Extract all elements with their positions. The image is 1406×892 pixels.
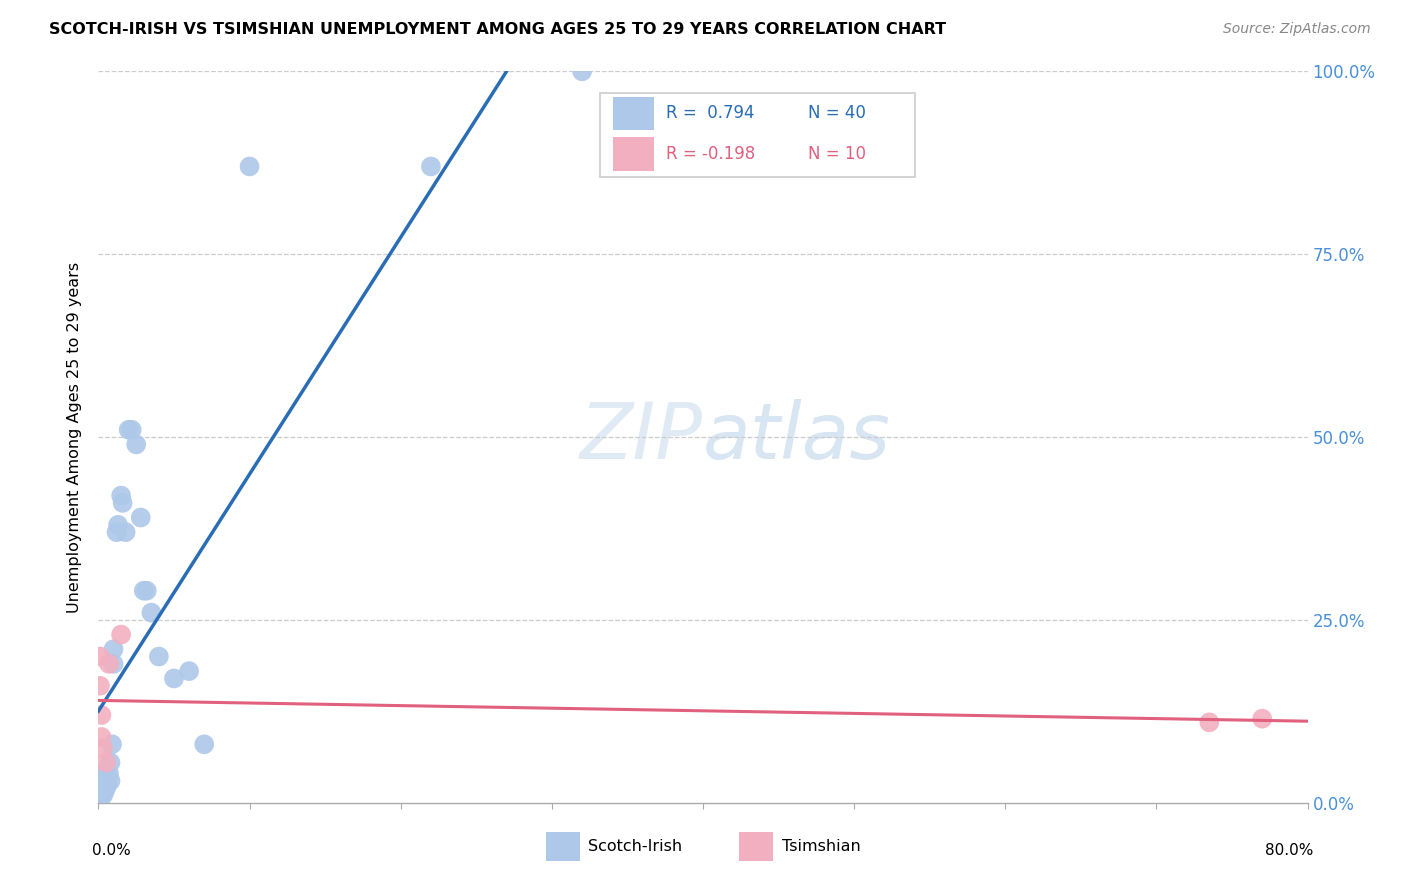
FancyBboxPatch shape	[546, 832, 579, 862]
Point	[132, 583, 155, 598]
Point	[101, 737, 124, 751]
Point	[91, 740, 114, 755]
Point	[93, 770, 115, 784]
Text: Scotch-Irish: Scotch-Irish	[588, 839, 682, 855]
Point	[193, 737, 215, 751]
Point	[163, 672, 186, 686]
Point	[420, 160, 443, 174]
Point	[135, 583, 157, 598]
Point	[89, 649, 111, 664]
Point	[94, 773, 117, 788]
Text: 0.0%: 0.0%	[93, 843, 131, 858]
Point	[111, 496, 134, 510]
Point	[90, 782, 112, 797]
Text: SCOTCH-IRISH VS TSIMSHIAN UNEMPLOYMENT AMONG AGES 25 TO 29 YEARS CORRELATION CHA: SCOTCH-IRISH VS TSIMSHIAN UNEMPLOYMENT A…	[49, 22, 946, 37]
Point	[93, 778, 115, 792]
Point	[90, 708, 112, 723]
Point	[148, 649, 170, 664]
Point	[121, 423, 143, 437]
Point	[114, 525, 136, 540]
Point	[89, 781, 111, 796]
Point	[105, 525, 128, 540]
Point	[98, 657, 121, 671]
Point	[179, 664, 201, 678]
Point	[107, 517, 129, 532]
Point	[90, 778, 112, 792]
Point	[1251, 712, 1274, 726]
FancyBboxPatch shape	[740, 832, 773, 862]
Point	[118, 423, 141, 437]
Point	[94, 756, 117, 770]
Point	[100, 756, 122, 770]
Text: Tsimshian: Tsimshian	[782, 839, 860, 855]
Point	[91, 789, 114, 803]
Point	[141, 606, 163, 620]
Text: 80.0%: 80.0%	[1265, 843, 1313, 858]
Point	[94, 781, 117, 796]
Text: atlas: atlas	[703, 399, 891, 475]
Text: Source: ZipAtlas.com: Source: ZipAtlas.com	[1223, 22, 1371, 37]
Point	[94, 763, 117, 777]
Point	[110, 627, 132, 641]
Point	[89, 789, 111, 803]
Point	[96, 778, 118, 792]
Point	[89, 679, 111, 693]
Y-axis label: Unemployment Among Ages 25 to 29 years: Unemployment Among Ages 25 to 29 years	[67, 261, 83, 613]
Point	[91, 781, 114, 796]
Point	[93, 785, 115, 799]
Point	[239, 160, 262, 174]
Point	[100, 773, 122, 788]
Point	[110, 489, 132, 503]
Point	[1198, 715, 1220, 730]
Point	[103, 642, 125, 657]
Point	[129, 510, 152, 524]
Point	[89, 785, 111, 799]
Point	[103, 657, 125, 671]
Point	[90, 730, 112, 744]
Point	[90, 789, 112, 803]
Text: ZIP: ZIP	[581, 399, 703, 475]
Point	[571, 64, 593, 78]
Point	[125, 437, 148, 451]
Point	[98, 766, 121, 780]
